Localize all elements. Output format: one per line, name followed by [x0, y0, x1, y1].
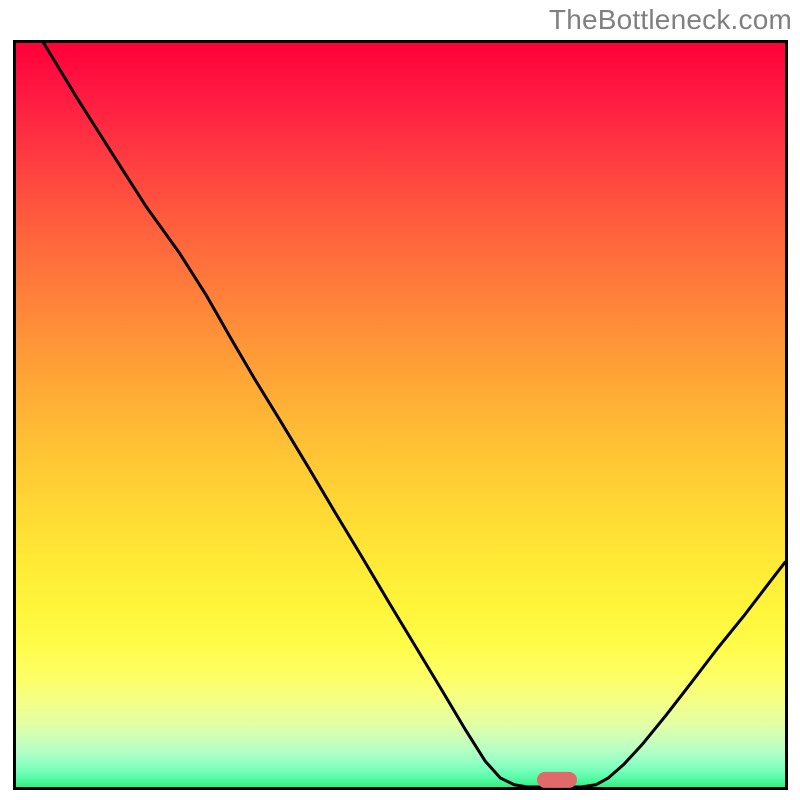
watermark-text: TheBottleneck.com [549, 4, 792, 36]
curve-layer [16, 43, 785, 787]
plot-frame [13, 40, 788, 790]
optimum-marker [537, 771, 577, 787]
bottleneck-curve [44, 43, 785, 787]
chart-root: TheBottleneck.com [0, 0, 800, 800]
